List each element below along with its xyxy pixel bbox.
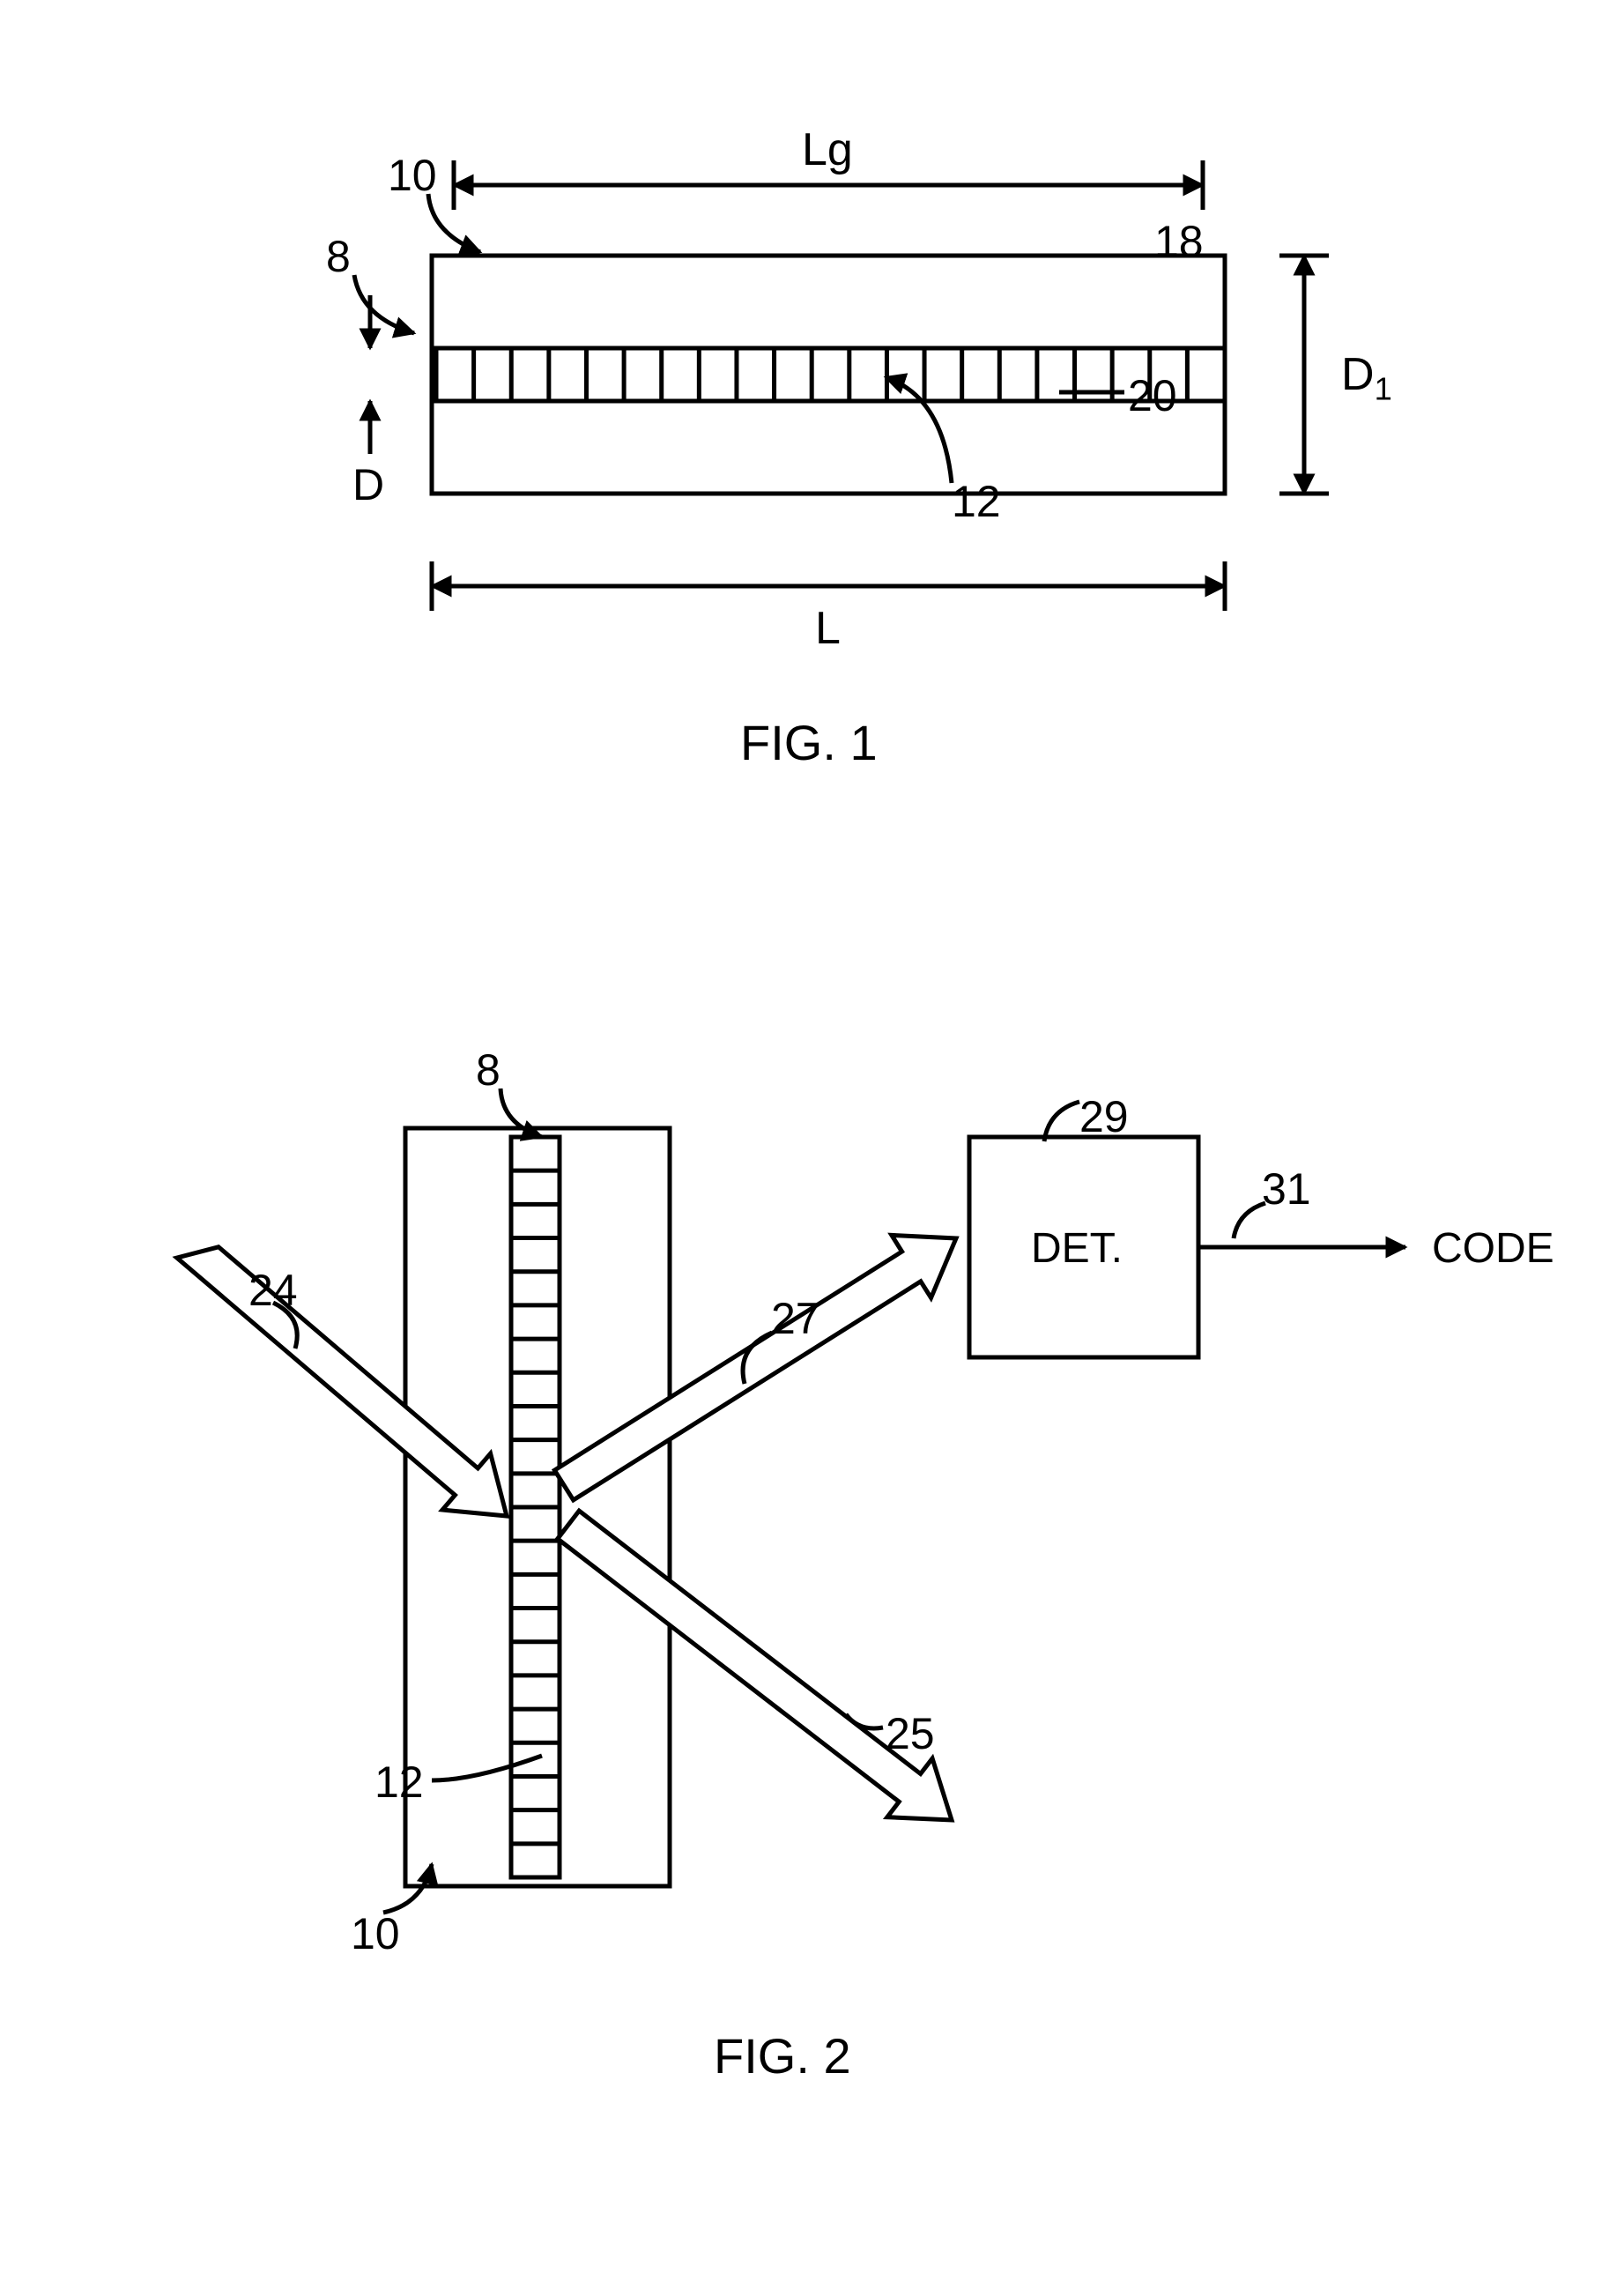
fig2-n27: 27 xyxy=(771,1293,820,1344)
fig2-n12: 12 xyxy=(374,1757,424,1808)
fig2-det-text: DET. xyxy=(1031,1224,1123,1273)
fig1-n18: 18 xyxy=(1154,216,1204,267)
fig2-caption: FIG. 2 xyxy=(714,2027,851,2084)
fig2-n10: 10 xyxy=(351,1908,400,1959)
fig2-code-label: CODE xyxy=(1432,1224,1554,1273)
fig2-n25: 25 xyxy=(886,1708,935,1759)
fig1-dim-Lg-label: Lg xyxy=(802,123,853,176)
fig1-caption: FIG. 1 xyxy=(740,714,878,771)
fig2-n29: 29 xyxy=(1079,1091,1129,1142)
fig2-n24: 24 xyxy=(248,1265,298,1316)
fig1-n8: 8 xyxy=(326,231,351,282)
fig1-n20: 20 xyxy=(1128,370,1177,421)
fig2-n31: 31 xyxy=(1262,1163,1311,1215)
fig1-dim-L-label: L xyxy=(815,602,841,655)
stage: Lg L D D1 8 10 18 20 12 FIG. 1 DET. CODE 8 29 31 24 27 25… xyxy=(0,0,1624,2296)
fig2-n8: 8 xyxy=(476,1044,501,1096)
fig1-dim-D1-label: D1 xyxy=(1341,348,1392,407)
fig1-n12: 12 xyxy=(952,476,1001,527)
fig1-dim-D-label: D xyxy=(352,459,384,510)
fig1-n10: 10 xyxy=(388,150,437,201)
